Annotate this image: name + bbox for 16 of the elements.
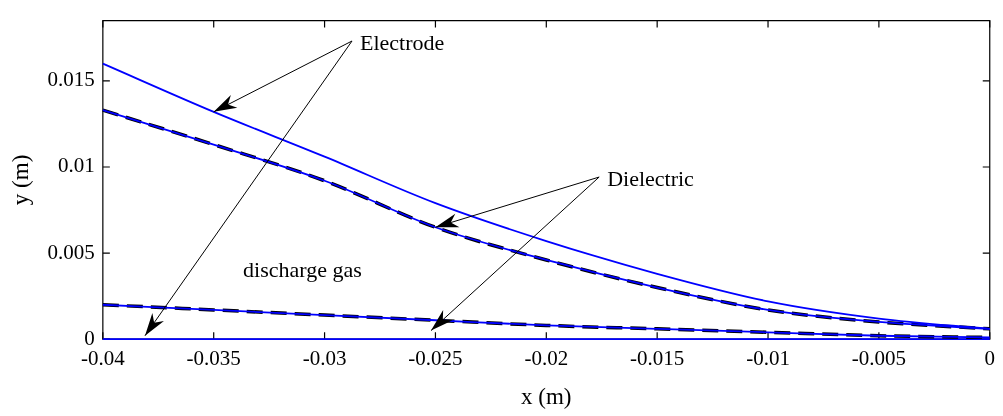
annotation: Electrode (360, 29, 445, 56)
x-axis-title: x (m) (521, 384, 572, 410)
y-tick-label: 0.005 (47, 239, 95, 264)
annotation: discharge gas (243, 257, 362, 284)
x-tick-label: 0 (984, 346, 995, 371)
x-tick-label: -0.015 (630, 346, 685, 371)
annotation: Dielectric (607, 166, 694, 193)
y-tick-label: 0.015 (47, 67, 95, 92)
x-tick-label: -0.03 (302, 346, 347, 371)
x-tick-label: -0.02 (524, 346, 569, 371)
x-tick-label: -0.01 (746, 346, 790, 371)
y-tick-label: 0.01 (58, 153, 95, 178)
x-tick-label: -0.025 (408, 346, 463, 371)
x-tick-label: -0.005 (851, 346, 907, 371)
y-axis-title: y (m) (7, 154, 33, 206)
x-tick-label: -0.035 (186, 346, 241, 371)
